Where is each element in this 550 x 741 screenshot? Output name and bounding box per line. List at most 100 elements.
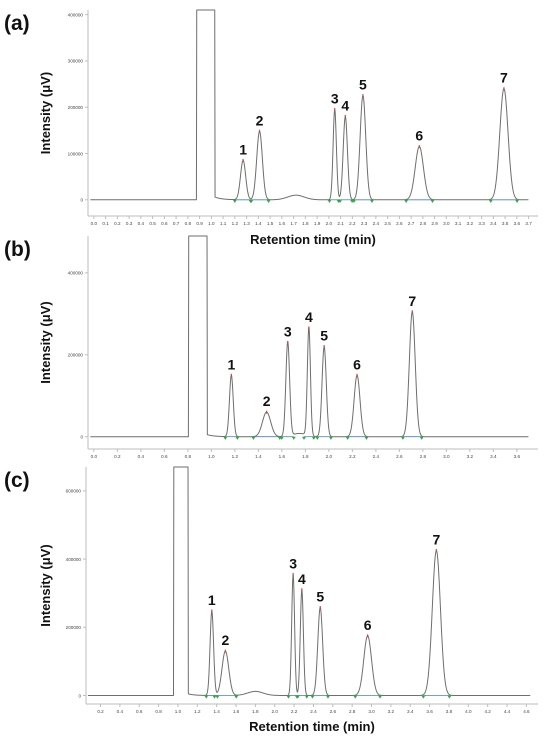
x-tick-label: 1.4 xyxy=(255,221,262,226)
x-tick-label: 1.8 xyxy=(302,221,309,226)
y-tick-label: 600000 xyxy=(66,489,82,494)
x-tick-label: 4.6 xyxy=(523,709,530,714)
y-axis-title: Intensity (μV) xyxy=(38,544,53,626)
x-tick-label: 1.0 xyxy=(208,454,215,459)
x-tick-label: 3.0 xyxy=(443,221,450,226)
x-tick-label: 4.4 xyxy=(504,709,511,714)
x-tick-label: 1.4 xyxy=(255,454,262,459)
x-tick-label: 1.6 xyxy=(279,221,286,226)
x-tick-label: 2.8 xyxy=(420,454,427,459)
integration-marker xyxy=(251,436,256,440)
x-tick-label: 3.0 xyxy=(443,454,450,459)
peak-label: 3 xyxy=(289,555,297,571)
x-tick-label: 3.4 xyxy=(407,709,414,714)
integration-marker xyxy=(325,695,330,699)
y-axis-title: Intensity (μV) xyxy=(38,301,53,383)
integration-marker xyxy=(291,436,296,440)
integration-marker xyxy=(279,436,284,440)
peak-label: 7 xyxy=(432,532,440,548)
y-tick-label: 300000 xyxy=(68,59,84,64)
integration-marker xyxy=(204,695,209,699)
x-tick-label: 2.0 xyxy=(326,221,333,226)
integration-marker xyxy=(345,436,350,440)
x-tick-label: 2.4 xyxy=(373,454,380,459)
x-tick-label: 0.4 xyxy=(138,454,145,459)
x-tick-label: 1.9 xyxy=(314,221,321,226)
x-tick-label: 0.7 xyxy=(173,221,180,226)
x-tick-label: 3.7 xyxy=(525,221,532,226)
x-tick-label: 1.4 xyxy=(213,709,220,714)
y-axis-title: Intensity (μV) xyxy=(38,72,53,154)
x-tick-label: 3.6 xyxy=(514,454,521,459)
x-tick-label: 0.2 xyxy=(114,221,121,226)
peak-label: 4 xyxy=(341,97,349,113)
chromatogram-trace xyxy=(90,235,529,438)
x-tick-label: 0.6 xyxy=(161,221,168,226)
y-tick-label: 400000 xyxy=(68,12,84,17)
x-tick-label: 2.2 xyxy=(349,454,356,459)
x-tick-label: 0.0 xyxy=(91,221,98,226)
x-tick-label: 1.0 xyxy=(208,221,215,226)
y-tick-label: 0 xyxy=(80,198,83,203)
x-tick-label: 2.6 xyxy=(396,221,403,226)
x-tick-label: 3.5 xyxy=(502,221,509,226)
x-tick-label: 2.6 xyxy=(330,709,337,714)
peak-label: 5 xyxy=(320,328,328,344)
y-tick-label: 200000 xyxy=(68,105,84,110)
y-tick-label: 200000 xyxy=(68,353,84,358)
peak-label: 6 xyxy=(364,617,372,633)
integration-marker xyxy=(286,695,291,699)
x-tick-label: 1.6 xyxy=(279,454,286,459)
x-tick-label: 3.6 xyxy=(514,221,521,226)
x-tick-label: 3.0 xyxy=(368,709,375,714)
x-tick-label: 1.3 xyxy=(243,221,250,226)
x-tick-label: 2.7 xyxy=(408,221,415,226)
integration-marker xyxy=(419,436,424,440)
x-tick-label: 3.4 xyxy=(490,221,497,226)
x-tick-label: 0.8 xyxy=(185,454,192,459)
peak-label: 4 xyxy=(298,571,306,587)
x-tick-label: 0.5 xyxy=(149,221,156,226)
chart-panel: 0 200000 400000 0.0 0.2 0.4 0.6 0.8 1.0 1.2 1.4 1.6… xyxy=(4,235,538,459)
integration-marker xyxy=(304,695,309,699)
x-tick-label: 0.8 xyxy=(155,709,162,714)
integration-marker xyxy=(311,436,316,440)
x-tick-label: 0.6 xyxy=(136,709,143,714)
integration-marker xyxy=(212,695,217,699)
integration-marker xyxy=(515,199,520,203)
x-axis-title: Retention time (min) xyxy=(249,719,375,734)
x-tick-label: 1.6 xyxy=(233,709,240,714)
integration-marker xyxy=(235,436,240,440)
panel-label: (a) xyxy=(4,12,30,35)
peak-label: 7 xyxy=(408,293,416,309)
x-tick-label: 2.8 xyxy=(420,221,427,226)
integration-marker xyxy=(302,436,306,440)
peak-label: 2 xyxy=(263,393,271,409)
chart-panel: 0 100000 200000 300000 400000 0.0 0.1 0.2 0.3 0.4… xyxy=(4,9,538,247)
x-tick-label: 1.8 xyxy=(252,709,259,714)
y-tick-label: 0 xyxy=(80,435,83,440)
integration-marker xyxy=(364,436,369,440)
integration-marker xyxy=(488,199,493,203)
x-tick-label: 0.6 xyxy=(161,454,168,459)
y-tick-label: 100000 xyxy=(68,151,84,156)
x-tick-label: 2.2 xyxy=(291,709,298,714)
x-tick-label: 1.2 xyxy=(232,454,239,459)
integration-marker xyxy=(421,695,426,699)
x-tick-label: 2.4 xyxy=(310,709,317,714)
y-tick-label: 400000 xyxy=(68,271,84,276)
x-tick-label: 0.4 xyxy=(138,221,145,226)
x-tick-label: 0.1 xyxy=(102,221,109,226)
x-tick-label: 0.8 xyxy=(185,221,192,226)
integration-marker xyxy=(327,199,332,203)
x-tick-label: 1.1 xyxy=(220,221,227,226)
peak-label: 1 xyxy=(239,141,247,157)
peak-label: 6 xyxy=(353,356,361,372)
integration-marker xyxy=(378,695,383,699)
peak-label: 1 xyxy=(208,592,216,608)
peak-label: 5 xyxy=(359,77,367,93)
integration-marker xyxy=(369,199,374,203)
x-tick-label: 2.0 xyxy=(272,709,279,714)
integration-marker xyxy=(223,436,228,440)
x-tick-label: 3.2 xyxy=(467,221,474,226)
